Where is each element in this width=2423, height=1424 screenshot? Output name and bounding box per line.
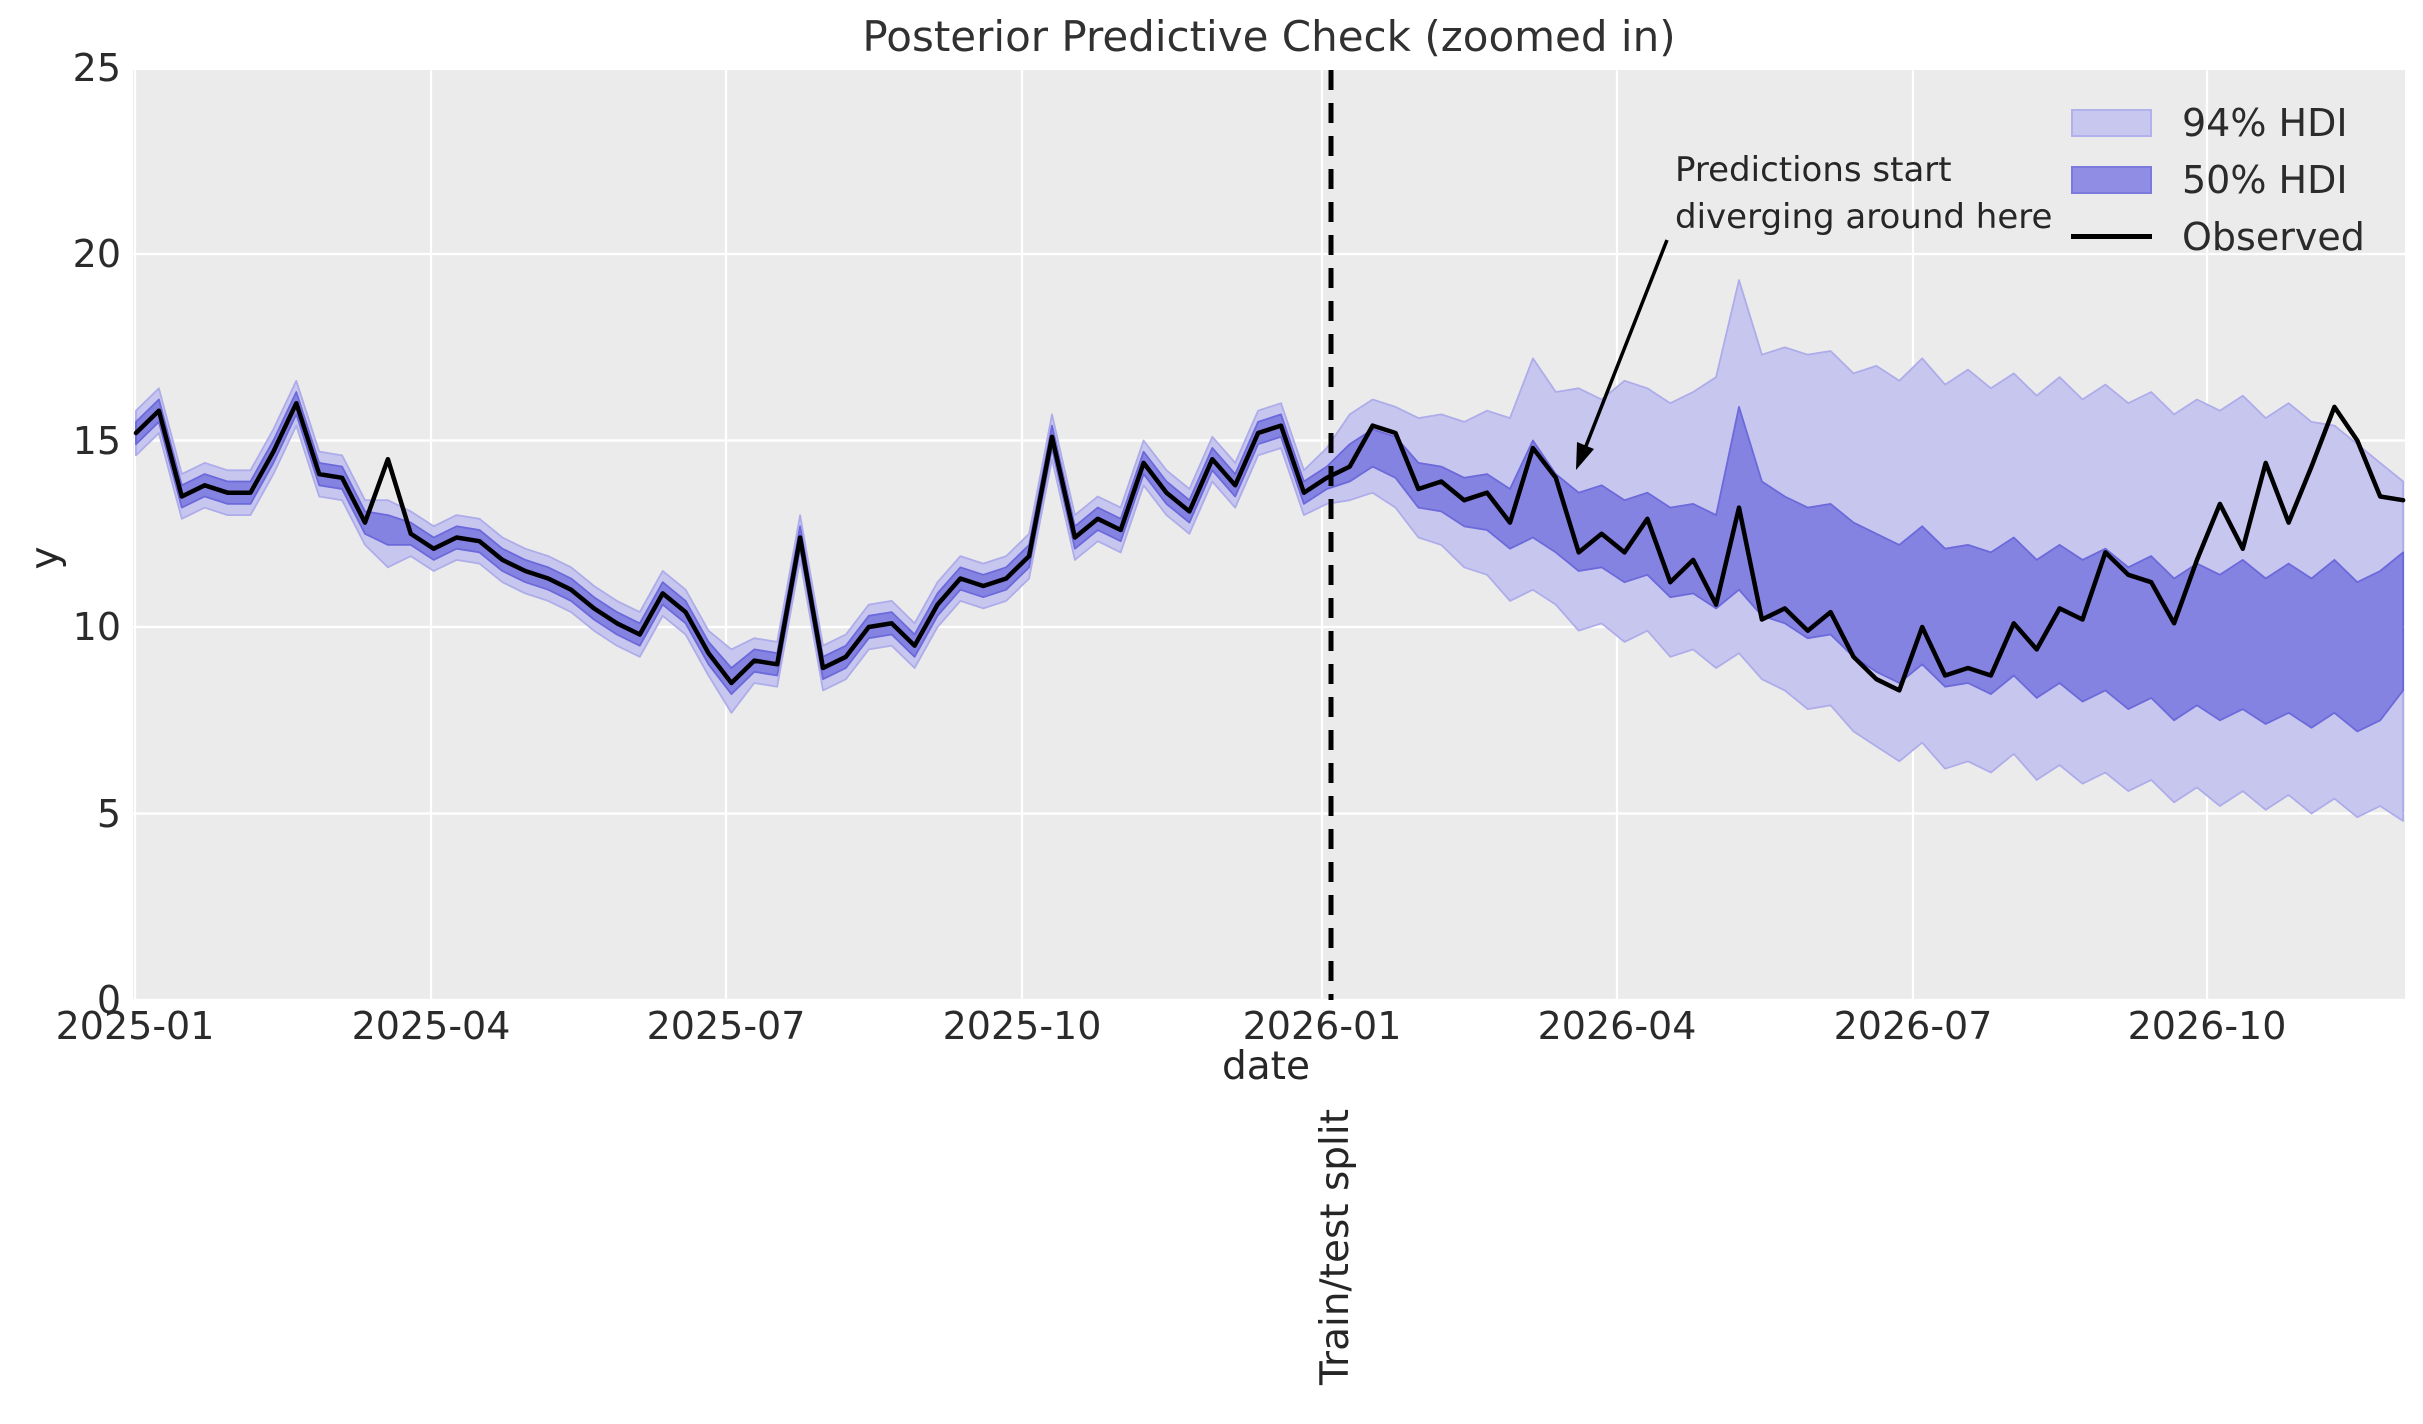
legend-label: 50% HDI xyxy=(2182,157,2348,202)
x-tick-label: 2026-04 xyxy=(1537,1004,1697,1048)
y-tick-label: 20 xyxy=(72,232,121,276)
y-tick-label: 0 xyxy=(96,978,121,1022)
legend-item-50-hdi: 50% HDI xyxy=(2071,151,2365,208)
legend-item-94-hdi: 94% HDI xyxy=(2071,94,2365,151)
legend-swatch-50-hdi xyxy=(2071,165,2152,194)
x-tick-label: 2026-10 xyxy=(2127,1004,2287,1048)
legend: 94% HDI 50% HDI Observed xyxy=(2071,94,2365,265)
train-test-split-label: Train/test split xyxy=(1313,1108,1358,1386)
y-tick-label: 10 xyxy=(72,605,121,649)
x-tick-label: 2025-04 xyxy=(351,1004,511,1048)
legend-line-observed xyxy=(2071,234,2152,239)
y-tick-label: 15 xyxy=(72,418,121,463)
x-tick-label: 2025-01 xyxy=(55,1004,215,1048)
hdi-94-band xyxy=(135,279,2405,822)
x-axis-label: date xyxy=(1222,1044,1310,1089)
annotation-arrow xyxy=(1584,239,1669,447)
chart-title: Posterior Predictive Check (zoomed in) xyxy=(862,12,1676,61)
y-tick-label: 5 xyxy=(96,791,121,836)
y-axis-label: y xyxy=(23,546,68,570)
legend-label: 94% HDI xyxy=(2182,100,2348,145)
observed-line xyxy=(133,400,2406,693)
legend-item-observed: Observed xyxy=(2071,208,2365,265)
legend-label: Observed xyxy=(2182,214,2365,259)
annotation-arrowhead xyxy=(1576,442,1594,470)
x-tick-label: 2025-10 xyxy=(942,1004,1102,1048)
x-tick-label: 2025-07 xyxy=(646,1004,806,1048)
x-tick-label: 2026-07 xyxy=(1833,1004,1993,1048)
legend-swatch-94-hdi xyxy=(2071,108,2152,137)
x-tick-label: 2026-01 xyxy=(1242,1004,1402,1048)
annotation-text: Predictions start diverging around here xyxy=(1675,150,2053,237)
y-tick-label: 25 xyxy=(72,45,121,90)
